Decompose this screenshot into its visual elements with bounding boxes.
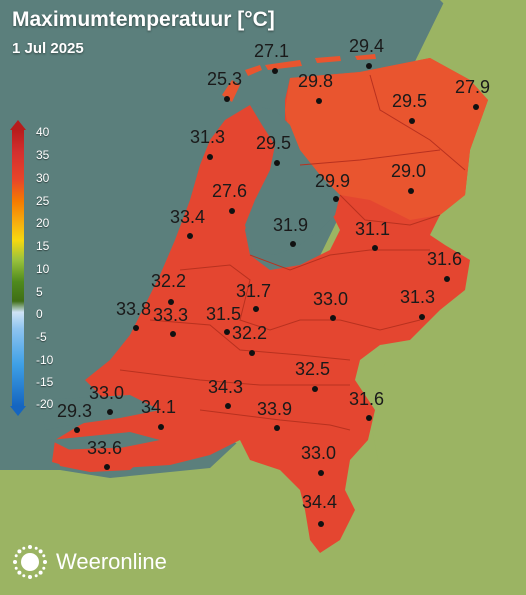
station-value: 31.6 [427, 249, 463, 269]
station-value: 31.3 [400, 287, 436, 307]
station-value: 31.1 [355, 219, 391, 239]
station-value: 33.6 [87, 438, 123, 458]
scale-tick: 5 [36, 285, 43, 299]
station-marker [419, 314, 425, 320]
station-marker [274, 425, 280, 431]
station-marker [333, 196, 339, 202]
scale-tick: -15 [36, 375, 54, 389]
station-marker [133, 325, 139, 331]
station-value: 34.1 [141, 397, 177, 417]
station-value: 27.1 [254, 41, 290, 61]
station-value: 29.9 [315, 171, 351, 191]
station-value: 25.3 [207, 69, 243, 89]
station-marker [473, 104, 479, 110]
temperature-scale: 40 35 30 25 20 15 10 5 0 -5 -10 -15 -20 [8, 118, 68, 418]
ameland [315, 56, 341, 63]
station-value: 34.4 [302, 492, 338, 512]
station-marker [312, 386, 318, 392]
station-value: 29.5 [256, 133, 292, 153]
sun-icon [13, 545, 47, 579]
schiermonnikoog [355, 54, 376, 60]
westerschelde [50, 432, 160, 450]
station-marker [272, 68, 278, 74]
station-value: 32.5 [295, 359, 331, 379]
station-value: 31.3 [190, 127, 226, 147]
station-marker [409, 118, 415, 124]
scale-tick: -10 [36, 353, 54, 367]
north-region [285, 58, 488, 220]
scale-tick: 30 [36, 171, 50, 185]
station-value: 34.3 [208, 377, 244, 397]
brand-name: Weeronline [56, 549, 167, 574]
station-value: 32.2 [232, 323, 268, 343]
station-value: 31.5 [206, 304, 242, 324]
station-value: 31.9 [273, 215, 309, 235]
station-value: 29.0 [391, 161, 427, 181]
station-value: 27.9 [455, 77, 491, 97]
station-marker [408, 188, 414, 194]
station-marker [104, 464, 110, 470]
station-value: 33.3 [153, 305, 189, 325]
zeeland-water [40, 395, 160, 430]
station-marker [225, 403, 231, 409]
outside-land-east [370, 0, 526, 470]
terschelling [265, 60, 302, 70]
vlieland [245, 65, 262, 76]
station-value: 31.7 [236, 281, 272, 301]
station-value: 31.6 [349, 389, 385, 409]
station-marker [207, 154, 213, 160]
scale-tick: -20 [36, 397, 54, 411]
station-marker [316, 98, 322, 104]
scale-tick: 15 [36, 239, 50, 253]
station-marker [444, 276, 450, 282]
station-marker [187, 233, 193, 239]
scale-bar [10, 120, 26, 416]
station-marker [366, 63, 372, 69]
station-value: 33.0 [89, 383, 125, 403]
ijsselmeer [245, 105, 340, 255]
scale-tick: 25 [36, 194, 50, 208]
station-marker [158, 424, 164, 430]
map-title: Maximumtemperatuur [°C] [12, 8, 275, 31]
weeronline-logo[interactable]: Weeronline [12, 544, 167, 580]
station-marker [224, 329, 230, 335]
station-value: 29.5 [392, 91, 428, 111]
scale-tick: 35 [36, 148, 50, 162]
station-marker [330, 315, 336, 321]
station-value: 32.2 [151, 271, 187, 291]
station-marker [274, 160, 280, 166]
station-value: 29.4 [349, 36, 385, 56]
station-marker [229, 208, 235, 214]
station-marker [366, 415, 372, 421]
station-marker [372, 245, 378, 251]
station-marker [74, 427, 80, 433]
station-value: 33.9 [257, 399, 293, 419]
station-value: 33.4 [170, 207, 206, 227]
station-marker [168, 299, 174, 305]
station-marker [253, 306, 259, 312]
scale-tick: 10 [36, 262, 50, 276]
station-marker [170, 331, 176, 337]
scale-tick: 40 [36, 125, 50, 139]
scale-tick: 0 [36, 307, 43, 321]
station-marker [318, 470, 324, 476]
province-borders [119, 74, 466, 431]
zeeland-south [55, 448, 150, 472]
station-value: 29.3 [57, 401, 93, 421]
scale-tick: 20 [36, 216, 50, 230]
map-date: 1 Jul 2025 [12, 40, 84, 57]
station-value: 33.8 [116, 299, 152, 319]
station-marker [318, 521, 324, 527]
station-value: 33.0 [301, 443, 337, 463]
station-marker [249, 350, 255, 356]
station-value: 33.0 [313, 289, 349, 309]
station-marker [290, 241, 296, 247]
station-marker [107, 409, 113, 415]
scale-tick: -5 [36, 330, 47, 344]
station-value: 27.6 [212, 181, 248, 201]
station-value: 29.8 [298, 71, 334, 91]
station-marker [224, 96, 230, 102]
